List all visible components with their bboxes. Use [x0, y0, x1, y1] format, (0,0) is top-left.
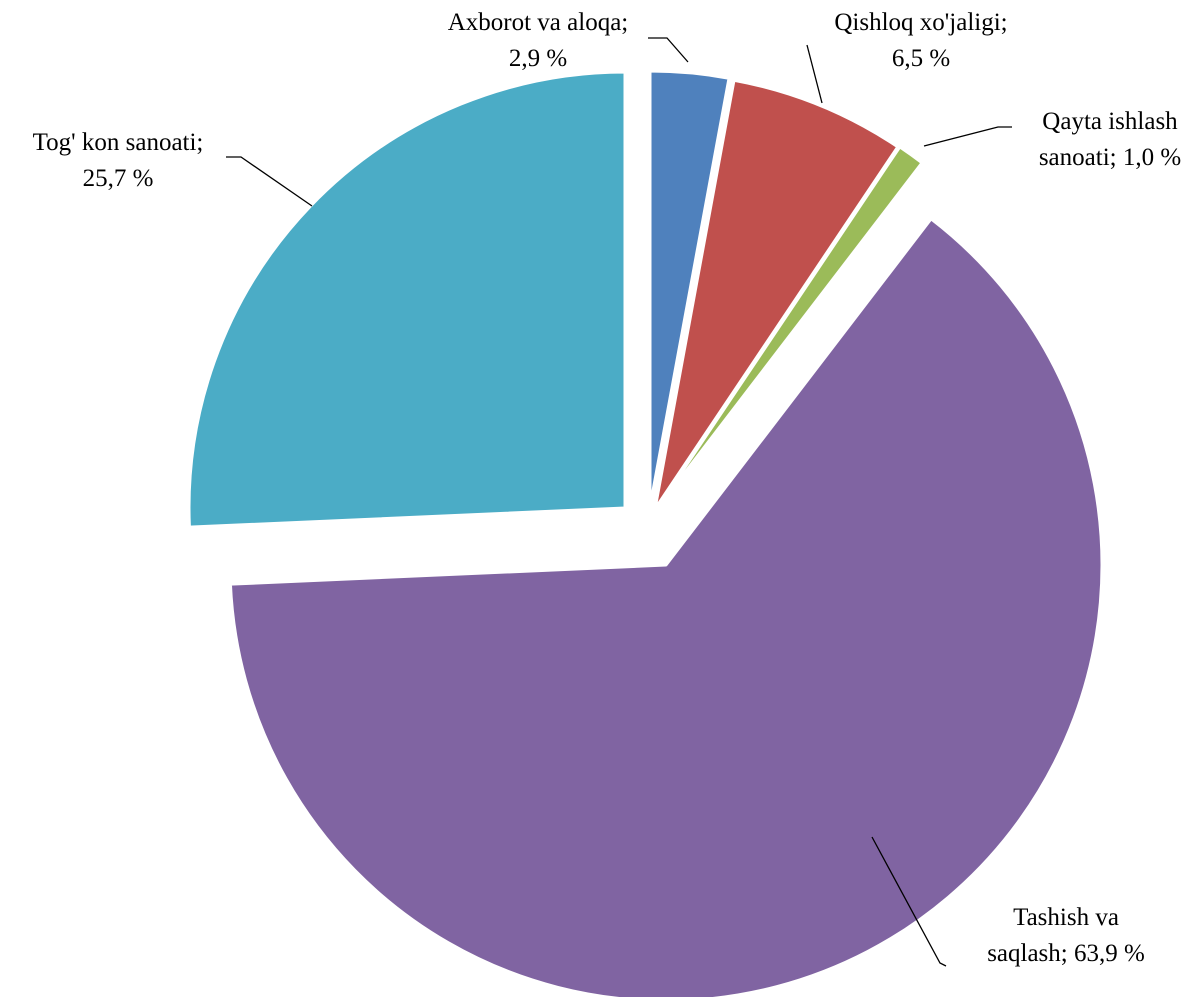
slice-qayta-ishlash [655, 145, 924, 511]
label-qishloq-line2: 6,5 % [892, 45, 950, 72]
label-togkon-line2: 25,7 % [83, 165, 154, 192]
label-axborot-line2: 2,9 % [509, 45, 567, 72]
label-qayta-line2: sanoati; 1,0 % [1039, 144, 1181, 171]
leader-axborot [648, 37, 689, 63]
label-qayta-line1: Qayta ishlash [1042, 108, 1178, 135]
label-tashish-line2: saqlash; 63,9 % [987, 940, 1145, 967]
leader-qishloq [806, 44, 823, 104]
leader-togkon [226, 156, 313, 207]
label-qishloq-line1: Qishloq xo'jaligi; [834, 9, 1007, 36]
leader-lines [226, 37, 1012, 967]
slice-qishloq-xojaligi [653, 78, 900, 511]
label-axborot-line1: Axborot va aloqa; [448, 9, 629, 36]
slice-axborot-va-aloqa [648, 69, 731, 509]
leader-qayta [923, 126, 1012, 147]
label-togkon-line1: Tog' kon sanoati; [33, 129, 204, 156]
pie-slices [187, 69, 1104, 997]
slice-tashish-va-saqlash [228, 217, 1104, 997]
slice-tog-kon-sanoati [187, 70, 627, 529]
label-tashish-line1: Tashish va [1013, 904, 1119, 931]
leader-tashish [871, 836, 947, 967]
